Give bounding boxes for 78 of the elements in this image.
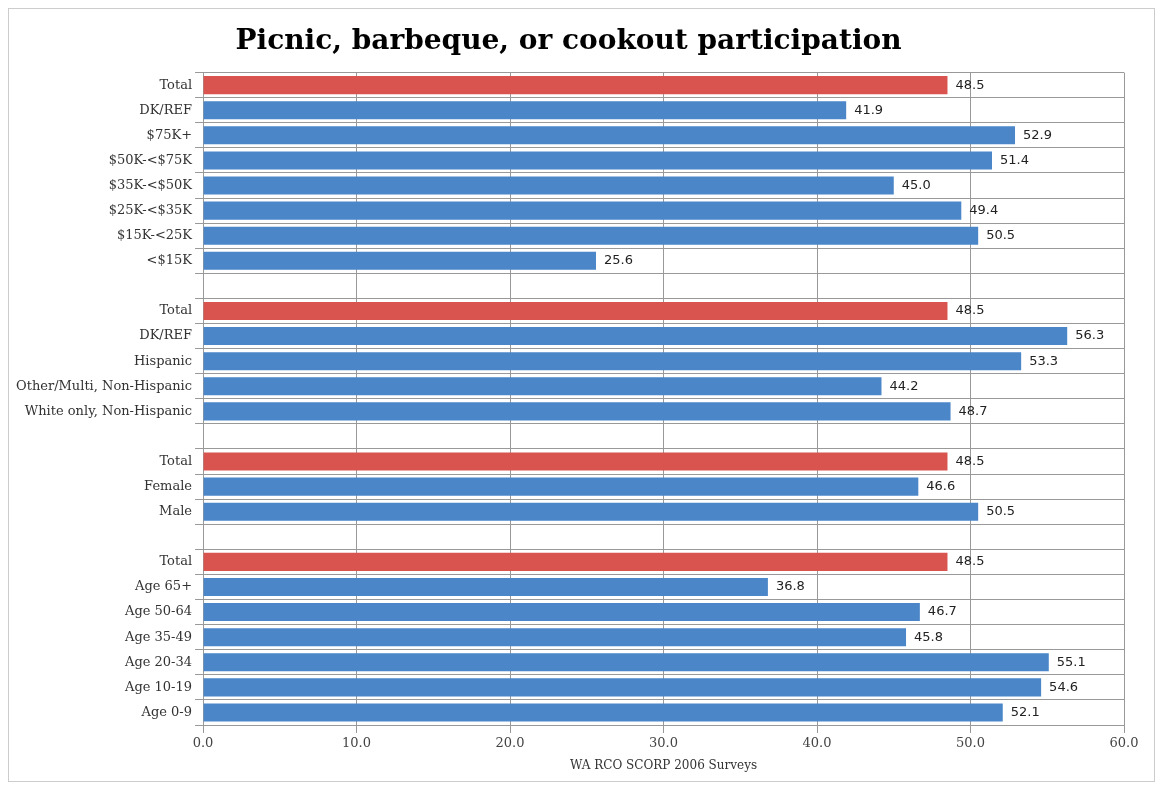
x-tick-label: 50.0 <box>956 735 985 751</box>
data-label: 52.9 <box>1023 126 1052 142</box>
data-label: 52.1 <box>1010 703 1040 719</box>
data-label: 48.5 <box>955 302 985 318</box>
y-tick-label: Age 20-34 <box>124 653 193 669</box>
y-tick-label: Age 65+ <box>134 578 193 594</box>
bar <box>203 552 948 571</box>
y-tick-label: Hispanic <box>133 352 193 368</box>
bar <box>203 452 948 471</box>
data-label: 56.3 <box>1075 327 1105 343</box>
bar <box>203 477 919 496</box>
y-tick-label: Female <box>144 478 193 493</box>
x-axis-title: WA RCO SCORP 2006 Surveys <box>569 757 758 772</box>
bar <box>203 201 962 220</box>
bar <box>203 628 907 647</box>
y-tick-label: Total <box>159 302 193 318</box>
x-tick-label: 60.0 <box>1109 735 1139 751</box>
data-label: 50.5 <box>986 227 1016 243</box>
y-tick-label: $25K-<$35K <box>108 201 193 217</box>
bar <box>203 502 979 521</box>
bar <box>203 151 992 170</box>
y-tick-label: Age 10-19 <box>124 678 193 694</box>
bar <box>203 251 596 270</box>
y-tick-label: <$15K <box>146 252 193 268</box>
y-tick-label: $50K-<$75K <box>108 151 193 167</box>
data-label: 48.5 <box>955 553 985 569</box>
data-label: 44.2 <box>889 377 919 393</box>
bar <box>203 703 1003 722</box>
x-tick-label: 30.0 <box>649 735 678 751</box>
y-tick-label: Total <box>159 553 193 569</box>
data-label: 36.8 <box>775 578 805 594</box>
y-tick-label: $15K-<25K <box>116 227 193 243</box>
data-label: 53.3 <box>1029 352 1059 368</box>
data-label: 25.6 <box>603 252 633 268</box>
chart-title: Picnic, barbeque, or cookout participation <box>235 23 902 57</box>
data-label: 48.7 <box>958 402 988 418</box>
bar <box>203 301 948 321</box>
y-tick-label: Male <box>159 503 193 519</box>
y-tick-label: DK/REF <box>139 327 193 343</box>
x-tick-label: 10.0 <box>342 735 372 751</box>
bar <box>203 126 1016 145</box>
data-label: 49.4 <box>969 201 999 217</box>
y-tick-label: White only, Non-Hispanic <box>24 402 193 418</box>
bar <box>203 76 948 95</box>
data-label: 46.6 <box>926 478 956 493</box>
data-label: 45.8 <box>914 628 943 644</box>
y-tick-label: Total <box>159 76 193 92</box>
bar <box>203 377 882 396</box>
data-label: 55.1 <box>1056 653 1086 669</box>
bar <box>203 653 1049 672</box>
y-tick-label: $35K-<$50K <box>108 176 193 192</box>
y-tick-label: Age 35-49 <box>124 628 193 644</box>
data-label: 48.5 <box>955 452 985 468</box>
y-tick-label: Age 0-9 <box>140 703 193 719</box>
bar <box>203 678 1042 697</box>
bar <box>203 352 1022 371</box>
y-tick-label: Other/Multi, Non-Hispanic <box>16 377 193 393</box>
data-label: 51.4 <box>1000 151 1029 167</box>
x-tick-label: 40.0 <box>802 735 832 751</box>
bar <box>203 402 951 421</box>
bar <box>203 226 979 245</box>
data-label: 41.9 <box>854 101 884 117</box>
bar <box>203 101 847 120</box>
bar <box>203 577 768 597</box>
data-label: 46.7 <box>927 603 957 619</box>
data-label: 54.6 <box>1049 678 1079 694</box>
y-tick-label: Total <box>159 452 193 468</box>
x-tick-label: 0.0 <box>192 735 214 751</box>
data-label: 50.5 <box>986 503 1016 519</box>
data-label: 48.5 <box>955 76 985 92</box>
y-tick-label: $75K+ <box>146 126 193 142</box>
bar <box>203 327 1068 346</box>
y-tick-label: Age 50-64 <box>124 603 193 619</box>
bar <box>203 603 920 622</box>
x-tick-label: 20.0 <box>495 735 525 751</box>
bar <box>203 176 894 195</box>
data-label: 45.0 <box>901 176 931 192</box>
y-tick-label: DK/REF <box>139 101 193 117</box>
